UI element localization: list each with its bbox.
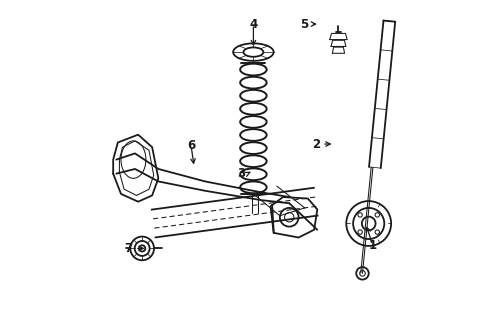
- Text: 1: 1: [368, 239, 376, 252]
- Text: 3: 3: [236, 167, 244, 180]
- Text: 2: 2: [311, 137, 319, 151]
- Text: 7: 7: [124, 242, 133, 255]
- Text: 6: 6: [186, 139, 195, 152]
- Text: 5: 5: [300, 18, 308, 31]
- Text: 4: 4: [249, 18, 257, 31]
